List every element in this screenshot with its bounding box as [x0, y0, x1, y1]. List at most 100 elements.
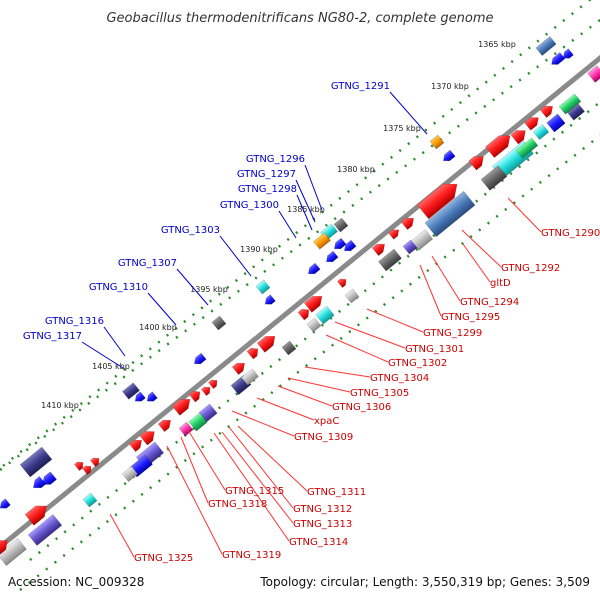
leader-line [228, 426, 294, 509]
gene-label-top[interactable]: GTNG_1303 [161, 225, 220, 236]
gene-glyph [42, 471, 57, 485]
gene-glyph [134, 391, 146, 402]
leader-line [221, 431, 294, 524]
gene-glyph [334, 237, 347, 250]
gene-glyph [303, 295, 323, 313]
leader-line [295, 179, 316, 223]
gene-glyph [171, 398, 191, 416]
gene-glyph [371, 243, 385, 257]
gene-label-top[interactable]: GTNG_1310 [89, 282, 148, 293]
scale-label: 1390 kbp [240, 245, 278, 254]
leader-line [366, 308, 424, 333]
map-title: Geobacillus thermodenitrificans NG80-2, … [106, 11, 493, 26]
gene-label-bottom[interactable]: GTNG_1295 [441, 312, 500, 323]
gene-glyph [524, 117, 539, 131]
gene-glyph [551, 52, 566, 65]
gene-label-top[interactable]: GTNG_1296 [246, 154, 305, 165]
top-strand-genes [0, 36, 600, 509]
gene-label-bottom[interactable]: GTNG_1315 [225, 486, 284, 497]
gene-glyph [388, 229, 400, 240]
leader-line [296, 194, 313, 231]
gene-glyph [315, 305, 335, 325]
leader-line [81, 341, 124, 369]
gene-label-bottom[interactable]: GTNG_1325 [134, 553, 193, 564]
leader-line [304, 164, 323, 211]
gene-label-top[interactable]: GTNG_1307 [118, 258, 177, 269]
gene-label-bottom[interactable]: GTNG_1306 [332, 402, 391, 413]
gene-glyph [402, 239, 418, 255]
gene-label-top[interactable]: GTNG_1316 [45, 316, 104, 327]
leader-line [334, 321, 406, 349]
gene-label-top[interactable]: GTNG_1297 [237, 169, 296, 180]
gene-label-bottom[interactable]: GTNG_1299 [423, 328, 482, 339]
gene-label-bottom[interactable]: GTNG_1319 [222, 550, 281, 561]
gene-glyph [82, 492, 98, 508]
scale-label: 1365 kbp [478, 40, 516, 49]
gene-glyph [33, 475, 47, 489]
scale-label: 1395 kbp [190, 285, 228, 294]
gene-glyph [90, 457, 100, 467]
leader-line [109, 513, 135, 558]
gene-label-bottom[interactable]: GTNG_1309 [294, 432, 353, 443]
gene-label-bottom[interactable]: GTNG_1292 [501, 263, 560, 274]
gene-label-top[interactable]: GTNG_1291 [331, 81, 390, 92]
gene-glyph [546, 113, 566, 133]
leader-line [256, 397, 315, 421]
scale-label: 1375 kbp [383, 124, 421, 133]
gene-label-bottom[interactable]: GTNG_1311 [307, 487, 366, 498]
genome-backbone [0, 54, 600, 551]
gene-glyph [139, 431, 155, 446]
gene-label-bottom[interactable]: GTNG_1318 [208, 499, 267, 510]
gene-glyph [558, 93, 582, 115]
gene-glyph [194, 352, 207, 365]
gene-glyph [256, 335, 276, 353]
gene-label-bottom[interactable]: GTNG_1305 [350, 388, 409, 399]
gene-label-bottom[interactable]: xpaC [314, 416, 339, 427]
gene-label-bottom[interactable]: GTNG_1290 [541, 228, 600, 239]
gene-glyph [128, 439, 142, 453]
topology-summary: Topology: circular; Length: 3,550,319 bp… [259, 575, 590, 589]
gene-label-bottom[interactable]: GTNG_1312 [293, 504, 352, 515]
bottom-strand-genes [0, 93, 585, 566]
gene-glyph [246, 347, 259, 360]
leader-line [176, 268, 209, 306]
gene-label-bottom[interactable]: gltD [490, 278, 511, 289]
gene-glyph [337, 278, 347, 288]
gene-label-bottom[interactable]: GTNG_1313 [293, 519, 352, 530]
gene-glyph [400, 217, 414, 231]
gene-glyph [485, 135, 511, 158]
gene-label-bottom[interactable]: GTNG_1294 [460, 297, 519, 308]
leader-line [237, 425, 308, 492]
gene-label-bottom[interactable]: GTNG_1302 [388, 358, 447, 369]
gene-glyph [0, 498, 11, 509]
gene-label-top[interactable]: GTNG_1298 [238, 184, 297, 195]
gene-glyph [255, 279, 271, 295]
accession-label: Accession: NC_009328 [8, 575, 144, 589]
gene-label-top[interactable]: GTNG_1317 [23, 331, 82, 342]
gene-glyph [313, 232, 331, 250]
gene-glyph [231, 362, 245, 376]
leader-line [389, 91, 428, 135]
leader-line [325, 334, 389, 363]
gene-glyph [201, 386, 211, 396]
gene-glyph [429, 134, 445, 150]
gene-glyph [510, 130, 526, 145]
gene-glyph [0, 538, 27, 566]
gene-label-top[interactable]: GTNG_1300 [220, 200, 279, 211]
leader-line [461, 229, 502, 268]
leader-line [431, 255, 461, 302]
gene-glyph [443, 149, 456, 162]
gene-label-bottom[interactable]: GTNG_1304 [370, 373, 429, 384]
gene-glyph [587, 65, 600, 83]
gene-glyph [468, 156, 484, 171]
gene-glyph [157, 419, 171, 433]
gene-label-bottom[interactable]: GTNG_1314 [289, 537, 348, 548]
gene-glyph [344, 288, 360, 304]
gene-glyph [281, 340, 297, 356]
leader-line [180, 436, 209, 504]
track-guide-0 [0, 0, 592, 470]
leader-line [166, 445, 223, 555]
gene-glyph [532, 123, 550, 141]
gene-label-bottom[interactable]: GTNG_1301 [405, 344, 464, 355]
